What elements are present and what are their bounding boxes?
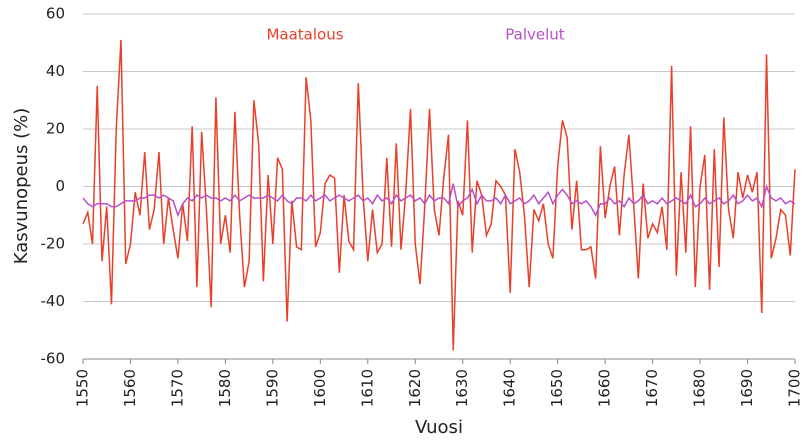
x-tick-label: 1570 (168, 369, 186, 407)
x-tick-label: 1640 (501, 369, 519, 407)
x-tick-label: 1700 (786, 369, 804, 407)
x-tick-label: 1600 (311, 369, 329, 407)
series-label: Palvelut (505, 26, 565, 44)
y-axis-label: Kasvunopeus (%) (11, 108, 32, 265)
series-line (82, 39, 796, 351)
x-tick-label: 1660 (596, 369, 614, 407)
x-tick-label: 1580 (216, 369, 234, 407)
y-tick-label: 60 (46, 5, 65, 23)
y-tick-label: 20 (46, 120, 65, 138)
x-tick-label: 1630 (453, 369, 471, 407)
y-tick-label: -20 (41, 235, 66, 253)
x-axis-label: Vuosi (415, 417, 463, 438)
y-tick-label: -40 (41, 292, 66, 310)
x-tick-label: 1550 (74, 369, 92, 407)
x-tick-label: 1670 (643, 369, 661, 407)
series-label: Maatalous (266, 26, 343, 44)
x-tick-label: 1620 (406, 369, 424, 407)
y-tick-label: -60 (41, 350, 66, 368)
x-tick-label: 1590 (263, 369, 281, 407)
x-tick-label: 1610 (358, 369, 376, 407)
y-tick-label: 0 (55, 177, 65, 195)
x-tick-label: 1690 (738, 369, 756, 407)
series-line (82, 183, 796, 218)
x-tick-label: 1560 (121, 369, 139, 407)
x-tick-label: 1650 (548, 369, 566, 407)
x-tick-label: 1680 (691, 369, 709, 407)
y-tick-label: 40 (46, 62, 65, 80)
